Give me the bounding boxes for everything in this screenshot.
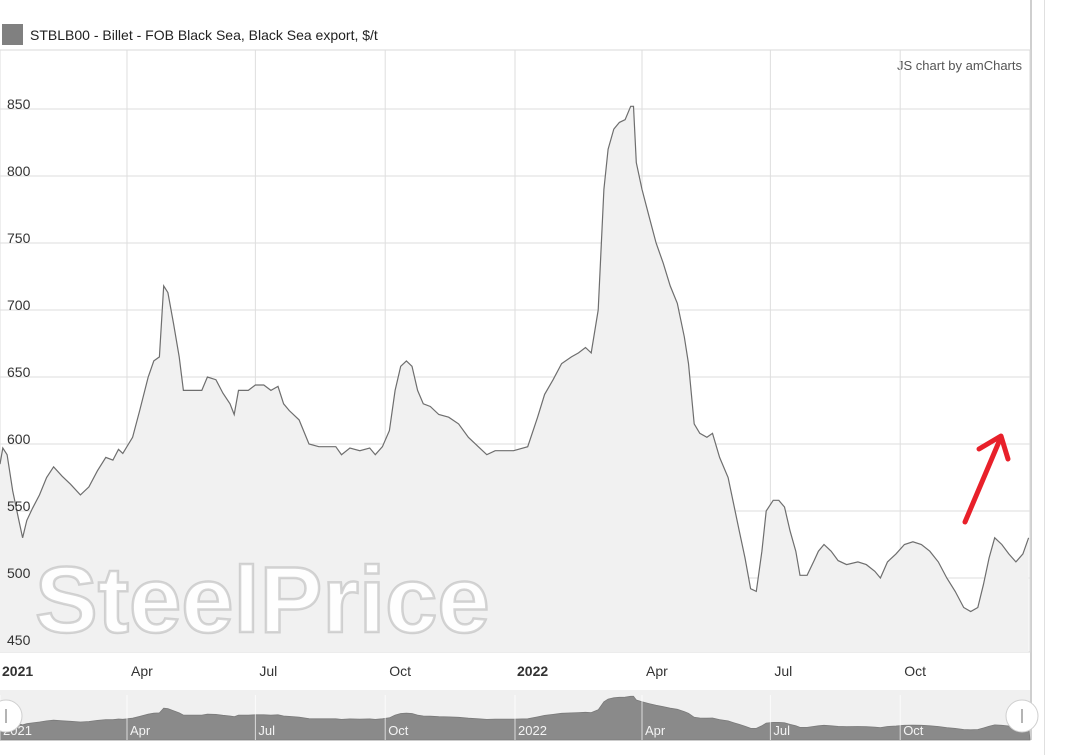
x-tick-label: Apr <box>131 663 153 679</box>
legend[interactable]: STBLB00 - Billet - FOB Black Sea, Black … <box>2 24 378 45</box>
amcharts-credit[interactable]: JS chart by amCharts <box>897 58 1022 73</box>
series-area <box>0 106 1029 653</box>
scrollbar-mini-series <box>0 695 1031 741</box>
plot-area <box>0 105 1030 653</box>
y-tick-label: 500 <box>7 565 31 581</box>
scrollbar-label: 2022 <box>518 723 547 738</box>
x-tick-label: 2021 <box>2 663 33 679</box>
scrollbar-label: Jul <box>773 723 790 738</box>
x-tick-label: Apr <box>646 663 668 679</box>
scrollbar-label: Apr <box>645 723 666 738</box>
y-tick-label: 450 <box>7 632 31 648</box>
scrollbar-label: Oct <box>903 723 924 738</box>
red-arrow-icon <box>962 433 1011 525</box>
x-tick-label: Jul <box>259 663 277 679</box>
y-tick-label: 850 <box>7 96 31 112</box>
chart-right-border <box>1030 0 1032 740</box>
y-axis: 450 500 550 600 650 700 750 800 850 <box>7 96 31 648</box>
y-tick-label: 800 <box>7 163 31 179</box>
scrollbar-grip-left[interactable] <box>0 699 23 733</box>
scrollbar-label: Jul <box>258 723 275 738</box>
x-tick-label: Jul <box>774 663 792 679</box>
steelprice-watermark: SteelPrice <box>35 547 490 652</box>
scrollbar-series-area <box>0 695 1031 741</box>
y-tick-label: 750 <box>7 230 31 246</box>
y-tick-label: 700 <box>7 297 31 313</box>
x-tick-label: Oct <box>389 663 411 679</box>
scrollbar-label: Apr <box>130 723 151 738</box>
legend-swatch <box>2 24 23 45</box>
x-tick-label: 2022 <box>517 663 548 679</box>
x-tick-label: Oct <box>904 663 926 679</box>
scrollbar[interactable]: 2021 Apr Jul Oct 2022 Apr Jul Oct <box>0 690 1039 741</box>
scrollbar-labels: 2021 Apr Jul Oct 2022 Apr Jul Oct <box>0 695 924 740</box>
page-right-border <box>1044 0 1045 755</box>
y-tick-label: 550 <box>7 498 31 514</box>
y-tick-label: 650 <box>7 364 31 380</box>
series-line <box>0 105 1030 613</box>
scrollbar-label: Oct <box>388 723 409 738</box>
y-tick-label: 600 <box>7 431 31 447</box>
scrollbar-grip-right[interactable] <box>1005 699 1039 733</box>
x-axis: 2021 Apr Jul Oct 2022 Apr Jul Oct <box>2 663 926 679</box>
legend-label: STBLB00 - Billet - FOB Black Sea, Black … <box>30 27 378 43</box>
